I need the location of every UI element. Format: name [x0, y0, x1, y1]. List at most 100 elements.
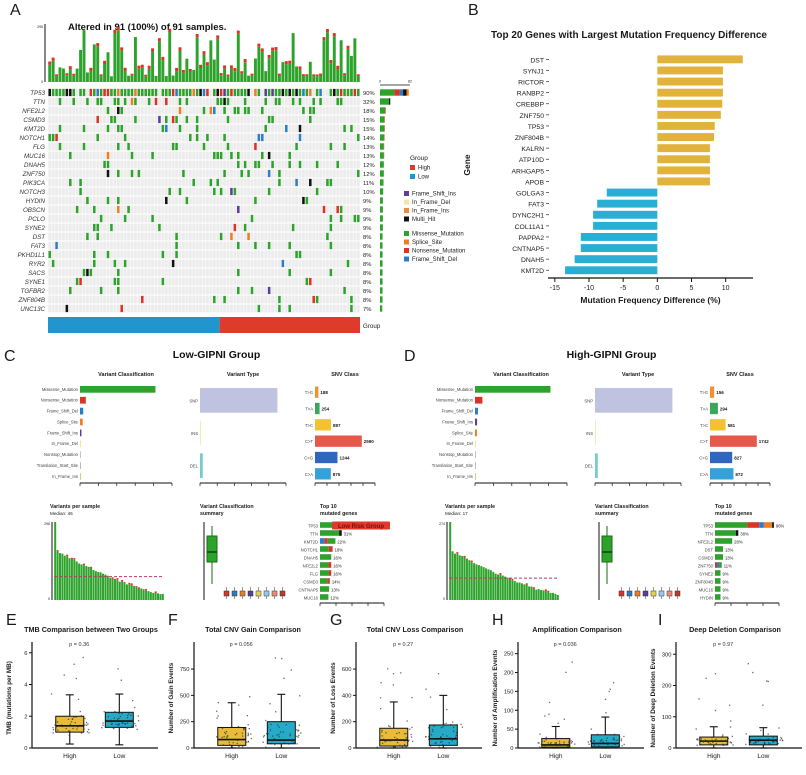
chart-title: Total CNV Gain Comparison [205, 625, 301, 634]
svg-text:Group: Group [410, 155, 428, 162]
svg-text:DST: DST [705, 547, 714, 552]
svg-text:90%: 90% [363, 91, 375, 97]
svg-text:Nonsense_Mutation: Nonsense_Mutation [436, 398, 474, 403]
svg-text:APOB: APOB [525, 179, 544, 186]
svg-text:31%: 31% [344, 531, 353, 536]
svg-text:PKHD1L1: PKHD1L1 [17, 252, 45, 259]
svg-text:887: 887 [333, 423, 341, 428]
svg-text:13%: 13% [725, 555, 734, 560]
chart-title: Deep Deletion Comparison [689, 625, 781, 634]
svg-text:MUC16: MUC16 [699, 587, 714, 592]
svg-text:8%: 8% [363, 244, 371, 250]
svg-text:0: 0 [348, 746, 351, 752]
svg-text:In_Frame_Ins: In_Frame_Ins [447, 474, 473, 479]
svg-text:250: 250 [180, 720, 190, 726]
svg-text:15%: 15% [363, 127, 375, 133]
panel-a-oncoplot: 295 0 TP53 TTN NFE2L2 CSMD3 KMT2D NOTCH1 FLG MUC1… [17, 24, 465, 333]
svg-text:8%: 8% [363, 262, 371, 268]
panel-letter-c: C [4, 348, 16, 365]
svg-text:16%: 16% [333, 571, 342, 576]
svg-text:High: High [387, 753, 401, 760]
svg-text:10%: 10% [363, 190, 375, 196]
svg-text:4: 4 [24, 683, 28, 689]
gene-tick-labels: DST SYNJ1 RICTOR RANBP2 CREBBP ZNF750 TP53 ZNF8… [512, 57, 549, 275]
svg-text:summary: summary [200, 511, 224, 517]
svg-text:1742: 1742 [759, 439, 770, 444]
svg-text:T>A: T>A [305, 407, 313, 412]
oncoplot-altered-title: Altered in 91 (100%) of 91 samples. [68, 22, 227, 33]
axes: 0 200 400 600 [342, 642, 482, 752]
svg-text:32%: 32% [363, 100, 375, 106]
svg-text:Number of Loss Events: Number of Loss Events [330, 662, 337, 734]
svg-text:9%: 9% [723, 571, 729, 576]
svg-text:RICTOR: RICTOR [518, 80, 544, 87]
gene-labels: TP53 TTN NFE2L2 CSMD3 KMT2D NOTCH1 FLG MUC16 DNA… [17, 90, 46, 313]
svg-text:8%: 8% [363, 298, 371, 304]
svg-text:82: 82 [408, 80, 412, 84]
svg-text:TMB Comparison between Two Gro: TMB Comparison between Two Groups [24, 625, 158, 634]
variant-type-subplot: Variant Type SNP INS DEL [584, 372, 682, 486]
svg-text:RYR2: RYR2 [29, 261, 46, 268]
svg-text:In_Frame_Del: In_Frame_Del [446, 441, 473, 446]
snv-class-subplot: SNV Class T>G 188 T>A 254 T>C 887 C>T 2590 C>G 124… [304, 372, 376, 486]
svg-text:SNV Class: SNV Class [726, 372, 754, 378]
panel-letter-a: A [10, 2, 21, 19]
svg-text:Top 10: Top 10 [715, 504, 732, 510]
svg-text:Splice_Site: Splice_Site [452, 430, 474, 435]
svg-text:TP53: TP53 [308, 523, 319, 528]
svg-text:11%: 11% [724, 563, 732, 568]
svg-text:DEL: DEL [190, 464, 199, 469]
svg-text:Variant Classification: Variant Classification [595, 504, 649, 510]
svg-text:SNV Class: SNV Class [331, 372, 359, 378]
svg-text:9%: 9% [363, 217, 371, 223]
svg-text:ZNF750: ZNF750 [698, 563, 714, 568]
svg-text:Low: Low [275, 753, 287, 760]
svg-text:11%: 11% [363, 181, 374, 187]
svg-text:875: 875 [333, 472, 341, 477]
bars [565, 55, 743, 275]
oncoplot-legend: Group High Low Frame_Shift_Ins In_Frame_Del I… [404, 155, 465, 263]
svg-text:NFE2L2: NFE2L2 [22, 108, 45, 115]
svg-text:High: High [63, 753, 77, 760]
svg-text:Nonstop_Mutation: Nonstop_Mutation [44, 452, 79, 457]
box-group-high: High [376, 668, 414, 760]
svg-text:13%: 13% [725, 547, 734, 552]
svg-text:96%: 96% [776, 523, 785, 528]
svg-text:Translation_Start_Site: Translation_Start_Site [37, 463, 79, 468]
svg-text:Frame_Shift_Del: Frame_Shift_Del [47, 409, 78, 414]
panel-b-mutation-frequency-chart: Top 20 Genes with Largest Mutation Frequ… [462, 30, 767, 305]
svg-text:DNAH5: DNAH5 [304, 555, 319, 560]
svg-text:18%: 18% [363, 109, 375, 115]
svg-text:13%: 13% [363, 154, 375, 160]
svg-text:28%: 28% [734, 539, 743, 544]
svg-text:Total CNV Loss Comparison: Total CNV Loss Comparison [367, 625, 464, 634]
svg-text:Top 20 Genes with Largest Muta: Top 20 Genes with Largest Mutation Frequ… [491, 30, 767, 41]
svg-text:Variant Classification: Variant Classification [98, 372, 154, 378]
svg-text:Variants per sample: Variants per sample [50, 504, 100, 510]
sample-mutation-burden-barplot: 295 0 [37, 24, 360, 84]
svg-text:PIK3CA: PIK3CA [23, 180, 45, 187]
svg-text:Variants per sample: Variants per sample [445, 504, 495, 510]
svg-text:C>T: C>T [700, 439, 708, 444]
svg-text:INS: INS [586, 431, 593, 436]
svg-text:DNAH5: DNAH5 [24, 162, 46, 169]
svg-text:12%: 12% [363, 163, 375, 169]
svg-text:In_Frame_Del: In_Frame_Del [412, 200, 450, 206]
variant-type-subplot: Variant Type SNP INS DEL [189, 372, 287, 486]
svg-text:Mutation Frequency Difference: Mutation Frequency Difference (%) [580, 295, 720, 305]
svg-text:TMB (mutations per MB): TMB (mutations per MB) [6, 661, 13, 735]
panel-letter-f: F [168, 612, 178, 629]
svg-text:0: 0 [24, 746, 27, 752]
svg-text:MUC16: MUC16 [304, 595, 319, 600]
svg-text:SYNE2: SYNE2 [699, 571, 713, 576]
svg-text:Total CNV Gain Comparison: Total CNV Gain Comparison [205, 625, 301, 634]
svg-text:C>G: C>G [304, 456, 313, 461]
svg-text:Variant Type: Variant Type [227, 372, 259, 378]
svg-text:High: High [225, 753, 239, 760]
svg-text:High: High [549, 753, 563, 760]
svg-text:250: 250 [504, 652, 514, 658]
